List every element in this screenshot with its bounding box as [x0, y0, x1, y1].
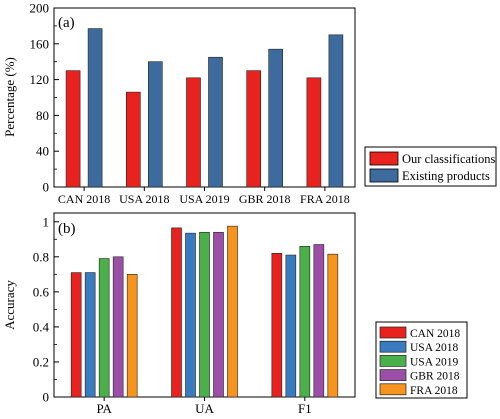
- legend-label-gbr-2018: GBR 2018: [410, 371, 460, 383]
- y-tick-label-0-8: 0.8: [33, 249, 49, 264]
- bar-usa-2019-f1: [299, 245, 311, 398]
- x-tick-label-f1: F1: [298, 401, 312, 416]
- bar-can-2018-f1: [271, 253, 283, 398]
- legend-swatch-our-classifications: [369, 151, 399, 166]
- bar-usa-2019-ua: [199, 231, 210, 398]
- bar-existing-products-usa-2019: [208, 56, 223, 188]
- bar-our-classifications-gbr-2018: [246, 70, 261, 188]
- bar-fra-2018-ua: [227, 225, 238, 398]
- bar-can-2018-ua: [171, 227, 182, 398]
- y-tick-label-0-2: 0.2: [33, 354, 49, 369]
- y-tick-label-160: 160: [30, 36, 50, 51]
- y-tick-label-200: 200: [30, 1, 50, 16]
- panel-b-y-axis-label: Accuracy: [2, 280, 17, 330]
- x-tick-label-gbr-2018: GBR 2018: [239, 192, 291, 206]
- legend-label-our-classifications: Our classifications: [402, 152, 496, 166]
- panel-a-legend: Our classifications Existing products: [364, 146, 497, 187]
- panel-a-label: (a): [58, 15, 75, 31]
- panel-b-label: (b): [58, 221, 76, 237]
- bar-fra-2018-f1: [327, 253, 339, 398]
- y-tick-label-0-6: 0.6: [33, 284, 50, 299]
- y-tick-label-80: 80: [36, 108, 49, 123]
- y-tick-label-1: 1: [43, 214, 50, 229]
- panel-b-legend: CAN 2018 USA 2018 USA 2019 GBR 2018 FRA 2018: [375, 321, 468, 399]
- legend-swatch-fra-2018: [379, 383, 407, 396]
- bar-our-classifications-usa-2019: [186, 77, 201, 188]
- bar-our-classifications-usa-2018: [126, 91, 141, 188]
- bar-can-2018-pa: [70, 272, 82, 398]
- panel-a-y-axis-label: Percentage (%): [2, 57, 17, 137]
- bar-usa-2018-ua: [185, 232, 196, 398]
- legend-swatch-usa-2018: [379, 340, 407, 353]
- y-tick-label-120: 120: [30, 72, 50, 87]
- x-tick-label-usa-2019: USA 2019: [179, 192, 229, 206]
- legend-label-usa-2018: USA 2018: [410, 342, 458, 354]
- legend-swatch-gbr-2018: [379, 369, 407, 381]
- legend-swatch-existing-products: [369, 168, 399, 183]
- x-tick-label-pa: PA: [96, 401, 112, 416]
- bar-gbr-2018-pa: [112, 256, 124, 398]
- bar-usa-2018-pa: [84, 272, 96, 398]
- bar-our-classifications-fra-2018: [306, 77, 322, 188]
- y-tick-label-40: 40: [36, 144, 49, 159]
- bar-existing-products-gbr-2018: [268, 48, 284, 188]
- x-tick-label-fra-2018: FRA 2018: [300, 192, 350, 206]
- legend-label-fra-2018: FRA 2018: [410, 385, 458, 397]
- x-tick-label-can-2018: CAN 2018: [58, 192, 110, 206]
- bar-existing-products-usa-2018: [148, 61, 163, 188]
- bar-usa-2018-f1: [285, 254, 297, 398]
- bar-fra-2018-pa: [126, 274, 138, 398]
- legend-swatch-can-2018: [379, 326, 407, 339]
- y-tick-label-0: 0: [43, 390, 50, 405]
- x-tick-label-usa-2018: USA 2018: [119, 192, 169, 206]
- legend-label-can-2018: CAN 2018: [410, 328, 460, 340]
- bar-gbr-2018-f1: [313, 244, 325, 398]
- legend-label-usa-2019: USA 2019: [410, 356, 458, 368]
- bar-gbr-2018-ua: [213, 231, 224, 398]
- y-tick-label-0-4: 0.4: [33, 319, 50, 334]
- bar-existing-products-can-2018: [87, 28, 103, 188]
- panel-b-chart: (b) Accuracy PA UA F1 0 0.2 0.4 0.6 0.8 1: [2, 212, 356, 416]
- x-tick-label-ua: UA: [195, 401, 214, 416]
- bar-usa-2019-pa: [98, 258, 110, 398]
- bar-existing-products-fra-2018: [328, 34, 344, 188]
- panel-a-chart: (a) Percentage (%) CAN 2018 USA 2018 USA 2…: [2, 1, 356, 206]
- y-tick-label-0: 0: [43, 180, 50, 195]
- legend-label-existing-products: Existing products: [402, 169, 490, 183]
- bar-our-classifications-can-2018: [65, 70, 81, 188]
- legend-swatch-usa-2019: [379, 355, 407, 367]
